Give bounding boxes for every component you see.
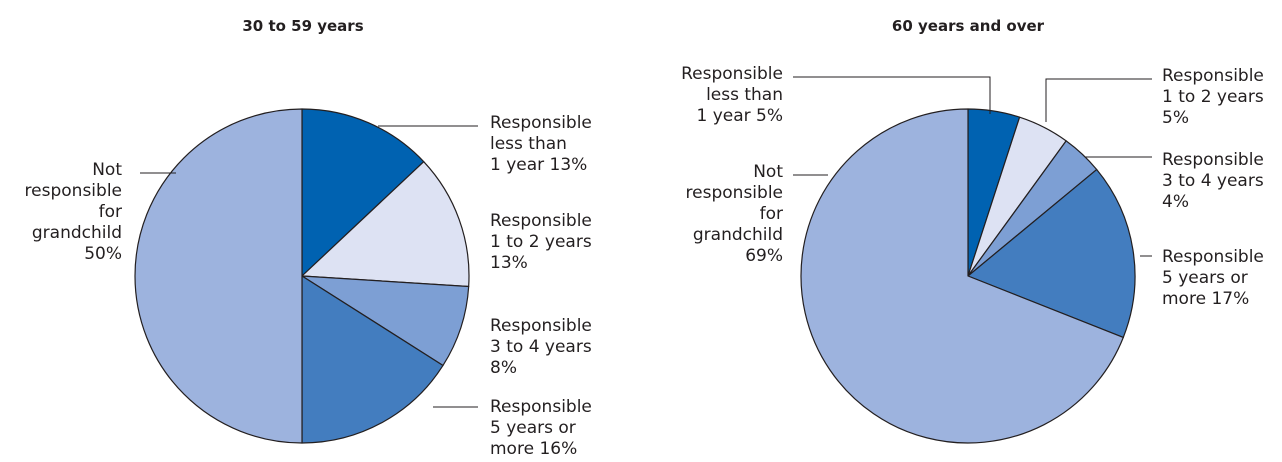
slice-label-line: Responsible [1162, 247, 1264, 267]
slice-label-line: 3 to 4 years [490, 337, 592, 357]
leader-line [793, 76, 991, 114]
pie-chart-60-and-over: 60 years and over Responsible less than 1 … [681, 17, 1264, 444]
slice-label-line: 1 to 2 years [490, 232, 592, 252]
slice-label-line: grandchild [32, 223, 122, 243]
slice-label-line: 1 year 13% [490, 155, 587, 175]
slice-label: Responsible less than 1 year 5% [681, 64, 783, 126]
slice-label-line: responsible [25, 181, 122, 201]
slice-label-line: Responsible [681, 64, 783, 84]
slice-label-line: Responsible [490, 211, 592, 231]
slice-label-line: 4% [1162, 192, 1189, 212]
pie-chart-30-to-59: 30 to 59 years Responsible less than 1 yea… [25, 17, 592, 459]
pie-slice [134, 108, 303, 444]
leader-line [1045, 78, 1152, 122]
slice-label: Responsible 1 to 2 years 13% [490, 211, 592, 273]
slice-label-line: Responsible [1162, 66, 1264, 86]
pie-slice [301, 108, 425, 277]
slice-label-line: 3 to 4 years [1162, 171, 1264, 191]
slice-label-line: 13% [490, 253, 528, 273]
slice-label-line: responsible [686, 183, 783, 203]
slice-label-line: Not [753, 162, 783, 182]
slice-label-line: 1 to 2 years [1162, 87, 1264, 107]
slice-label-line: Responsible [490, 397, 592, 417]
slice-label-line: more 17% [1162, 289, 1249, 309]
slice-label-line: 5% [1162, 108, 1189, 128]
slice-label-line: 5 years or [490, 418, 576, 438]
slice-label-line: more 16% [490, 439, 577, 459]
pie-slice [301, 275, 444, 444]
slice-label: Not responsible for grandchild 50% [25, 160, 123, 264]
pie-slice [301, 161, 470, 288]
slice-label-line: Responsible [490, 113, 592, 133]
slice-label: Responsible 5 years or more 16% [490, 397, 592, 459]
slice-label-line: Responsible [490, 316, 592, 336]
slice-label-line: less than [706, 85, 783, 105]
slice-label-line: Not [92, 160, 122, 180]
slice-label-line: 5 years or [1162, 268, 1248, 288]
chart-title: 30 to 59 years [242, 17, 363, 35]
slice-label: Responsible 5 years or more 17% [1162, 247, 1264, 309]
slice-label-line: for [99, 202, 122, 222]
slice-label-line: for [760, 204, 783, 224]
pie-slice [967, 168, 1136, 339]
slice-label-line: grandchild [693, 225, 783, 245]
slice-label-line: 69% [745, 246, 783, 266]
slice-label-line: less than [490, 134, 567, 154]
slice-label: Responsible 1 to 2 years 5% [1162, 66, 1264, 128]
pie-slice [800, 108, 1124, 444]
pie-slices [800, 108, 1136, 444]
slice-label: Responsible 3 to 4 years 8% [490, 316, 592, 378]
slice-label: Responsible less than 1 year 13% [490, 113, 592, 175]
chart-title: 60 years and over [892, 17, 1045, 35]
slice-label-line: Responsible [1162, 150, 1264, 170]
slice-label-line: 8% [490, 358, 517, 378]
slice-label: Responsible 3 to 4 years 4% [1162, 150, 1264, 212]
slice-label-line: 1 year 5% [696, 106, 783, 126]
pie-slices [134, 108, 470, 444]
slice-label-line: 50% [84, 244, 122, 264]
slice-label: Not responsible for grandchild 69% [686, 162, 784, 266]
